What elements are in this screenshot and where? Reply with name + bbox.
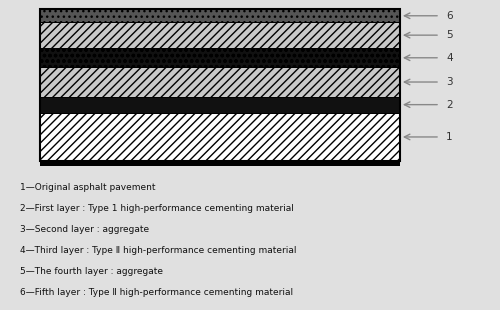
Text: 2—First layer : Type 1 high-performance cementing material: 2—First layer : Type 1 high-performance …	[20, 204, 294, 213]
Bar	[40, 48, 400, 68]
Text: 3—Second layer : aggregate: 3—Second layer : aggregate	[20, 225, 149, 234]
Text: 4: 4	[446, 53, 452, 63]
Text: 6: 6	[446, 11, 452, 21]
Text: 3: 3	[446, 77, 452, 87]
Bar	[40, 9, 400, 161]
Bar	[40, 96, 400, 113]
Bar	[40, 9, 400, 22]
Text: 5: 5	[446, 30, 452, 40]
Text: 6—Fifth layer : Type Ⅱ high-performance cementing material: 6—Fifth layer : Type Ⅱ high-performance …	[20, 288, 293, 297]
Text: 4—Third layer : Type Ⅱ high-performance cementing material: 4—Third layer : Type Ⅱ high-performance …	[20, 246, 296, 255]
Text: 1—Original asphalt pavement: 1—Original asphalt pavement	[20, 183, 156, 192]
Bar	[40, 68, 400, 96]
Bar	[40, 22, 400, 48]
Text: 1: 1	[446, 132, 452, 142]
Text: 2: 2	[446, 100, 452, 110]
Text: 5—The fourth layer : aggregate: 5—The fourth layer : aggregate	[20, 267, 163, 276]
Bar	[40, 113, 400, 161]
Bar	[40, 160, 400, 166]
